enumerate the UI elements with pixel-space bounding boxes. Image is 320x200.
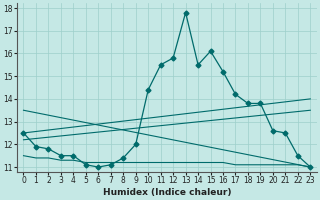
- X-axis label: Humidex (Indice chaleur): Humidex (Indice chaleur): [103, 188, 231, 197]
